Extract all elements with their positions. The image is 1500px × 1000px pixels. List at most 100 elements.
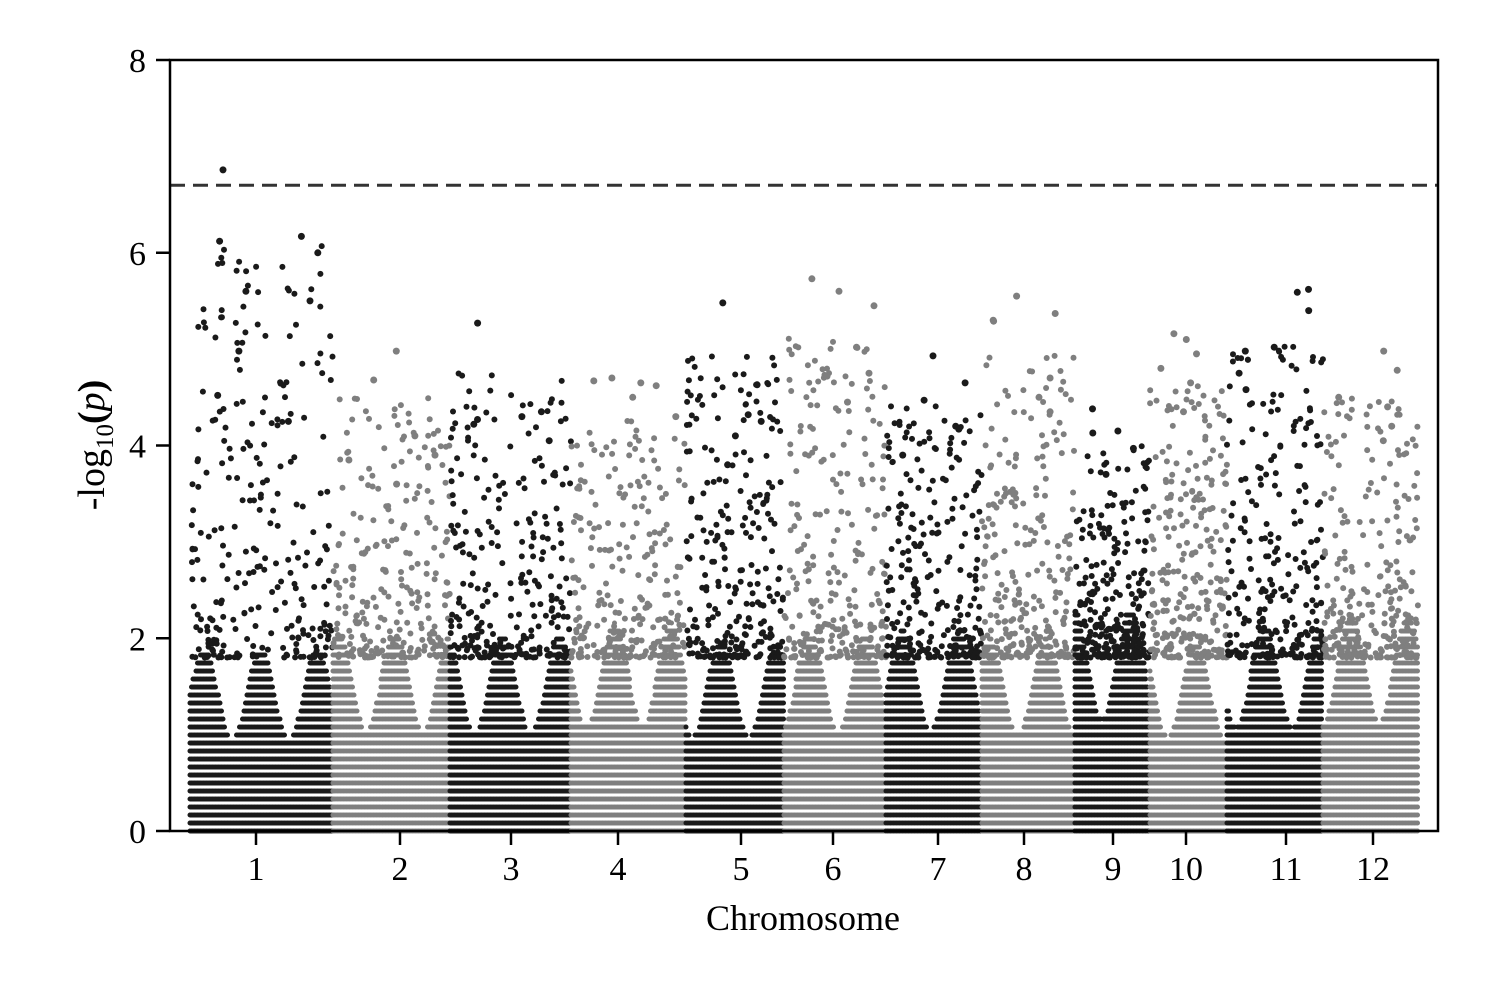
snp-point (1207, 561, 1214, 568)
snp-top-point (731, 432, 739, 440)
snp-point (1076, 516, 1083, 523)
snp-point (452, 420, 459, 427)
snp-point (1003, 645, 1010, 652)
snp-point (1241, 529, 1248, 536)
snp-point (964, 611, 971, 618)
snp-point (765, 510, 771, 517)
snp-point (358, 475, 365, 482)
snp-point (492, 591, 499, 598)
snp-point (1103, 633, 1110, 640)
snp-point (586, 520, 593, 527)
snp-point (1308, 627, 1315, 634)
snp-point (484, 598, 491, 605)
snp-point (1104, 502, 1111, 509)
snp-point (1016, 586, 1022, 593)
snp-top-point (1380, 347, 1388, 355)
snp-cloud (979, 636, 1076, 834)
snp-point (880, 453, 887, 460)
snp-point (1223, 576, 1230, 583)
snp-point (361, 636, 368, 643)
snp-point (793, 586, 800, 593)
snp-point (494, 529, 501, 536)
snp-point (536, 650, 543, 657)
snp-point (747, 581, 754, 588)
snp-top-point (961, 379, 969, 387)
snp-point (932, 446, 939, 452)
snp-point (884, 432, 891, 439)
snp-point (871, 525, 878, 532)
snp-point (247, 482, 254, 489)
snp-point (248, 606, 255, 613)
snp-point (548, 597, 555, 604)
snp-point (773, 376, 780, 383)
snp-point (478, 628, 485, 635)
snp-point (1152, 651, 1159, 658)
snp-point (764, 491, 771, 498)
snp-point (346, 627, 353, 634)
snp-top-point (411, 432, 419, 440)
snp-point (1261, 606, 1268, 613)
snp-point (641, 473, 648, 480)
snp-point (1033, 635, 1040, 642)
snp-point (380, 637, 387, 644)
snp-point (535, 623, 542, 630)
snp-point (488, 372, 495, 379)
snp-point (918, 609, 925, 616)
snp-point (1365, 643, 1372, 650)
snp-point (1285, 552, 1292, 559)
snp-point (732, 371, 739, 378)
snp-point (205, 652, 212, 659)
x-tick-label: 1 (248, 851, 265, 888)
snp-point (697, 514, 704, 521)
snp-point (270, 507, 277, 514)
snp-point (322, 543, 329, 550)
snp-point (1087, 468, 1094, 475)
snp-point (1387, 599, 1394, 606)
snp-point (246, 570, 253, 577)
snp-point (326, 622, 333, 629)
snp-point (314, 360, 321, 367)
snp-point (589, 562, 595, 569)
snp-point (911, 582, 918, 589)
snp-point (447, 630, 454, 637)
snp-point (1381, 620, 1388, 627)
snp-top-point (1114, 427, 1122, 435)
snp-point (342, 603, 349, 610)
snp-point (1271, 482, 1278, 489)
snp-point (1190, 630, 1197, 637)
snp-point (1230, 351, 1236, 358)
snp-point (712, 606, 719, 612)
snp-point (722, 566, 728, 573)
snp-point (1233, 631, 1240, 638)
snp-point (757, 601, 764, 608)
snp-point (838, 508, 845, 515)
snp-point (596, 589, 603, 596)
snp-point (253, 263, 260, 270)
snp-point (639, 457, 646, 463)
snp-point (467, 582, 474, 589)
snp-point (1086, 530, 1093, 537)
snp-point (675, 477, 682, 484)
snp-point (1198, 589, 1205, 596)
snp-point (1386, 636, 1393, 643)
snp-point (1215, 403, 1221, 410)
snp-point (292, 585, 299, 592)
snp-cloud (447, 636, 573, 834)
snp-point (1072, 608, 1079, 615)
snp-point (1356, 519, 1363, 525)
snp-point (256, 506, 263, 513)
snp-point (810, 609, 817, 616)
snp-point (1051, 577, 1058, 584)
snp-point (285, 556, 292, 563)
snp-point (650, 624, 657, 631)
snp-point (329, 353, 336, 360)
snp-point (975, 480, 982, 487)
snp-point (533, 424, 539, 431)
snp-point (333, 562, 340, 569)
snp-cloud (1147, 644, 1229, 834)
snp-point (827, 579, 834, 586)
snp-point (349, 416, 356, 423)
snp-point (398, 569, 404, 575)
snp-point (362, 408, 369, 415)
snp-point (1375, 425, 1381, 432)
